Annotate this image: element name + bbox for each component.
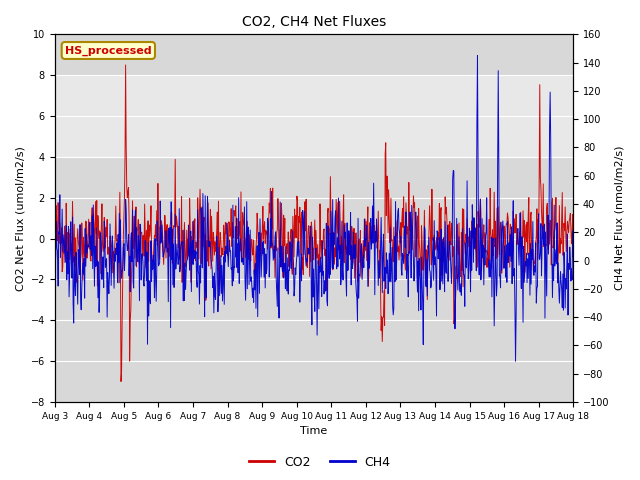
X-axis label: Time: Time bbox=[300, 426, 328, 436]
Y-axis label: CO2 Net Flux (umol/m2/s): CO2 Net Flux (umol/m2/s) bbox=[15, 146, 25, 290]
Legend: CO2, CH4: CO2, CH4 bbox=[244, 451, 396, 474]
Y-axis label: CH4 Net Flux (nmol/m2/s): CH4 Net Flux (nmol/m2/s) bbox=[615, 146, 625, 290]
Text: HS_processed: HS_processed bbox=[65, 46, 152, 56]
Bar bbox=[54, 75, 573, 157]
Title: CO2, CH4 Net Fluxes: CO2, CH4 Net Fluxes bbox=[242, 15, 386, 29]
